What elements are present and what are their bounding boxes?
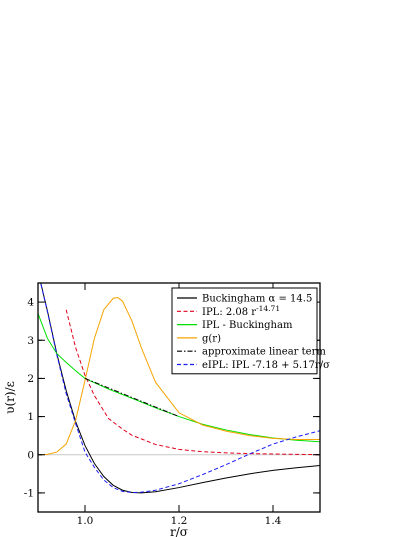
series-group — [38, 283, 320, 494]
y-tick-label: 2 — [27, 373, 34, 385]
legend-label-1: Buckingham α = 14.5 — [202, 294, 312, 305]
legend-label-3: IPL - Buckingham — [202, 320, 293, 331]
axes: 1.0 1.2 1.4 -1 0 1 2 3 4 r/σ υ(r)/ε — [3, 282, 321, 537]
x-tick-label: 1.4 — [265, 515, 282, 527]
plot-area — [38, 283, 320, 494]
series-line-5 — [84, 377, 180, 418]
y-tick-label: 1 — [27, 411, 34, 423]
series-line-3 — [38, 313, 320, 443]
y-tick-label: -1 — [24, 487, 34, 499]
x-axis-label: r/σ — [170, 525, 188, 537]
series-line-1 — [40, 283, 320, 494]
legend-box — [171, 287, 318, 375]
y-axis-label: υ(r)/ε — [3, 381, 17, 414]
y-tick-label: 3 — [27, 335, 34, 347]
series-line-2 — [65, 309, 320, 456]
legend-label-5: approximate linear term — [202, 347, 326, 358]
y-tick-label: 0 — [27, 449, 34, 461]
x-tick-label: 1.0 — [77, 515, 94, 527]
legend-label-4: g(r) — [202, 333, 221, 344]
y-tick-label: 4 — [27, 297, 34, 309]
legend-label-6: eIPL: IPL -7.18 + 5.17r/σ — [202, 360, 330, 371]
series-line-6 — [40, 283, 320, 494]
series-line-4 — [38, 296, 320, 456]
x-tick-label: 1.2 — [171, 515, 188, 527]
